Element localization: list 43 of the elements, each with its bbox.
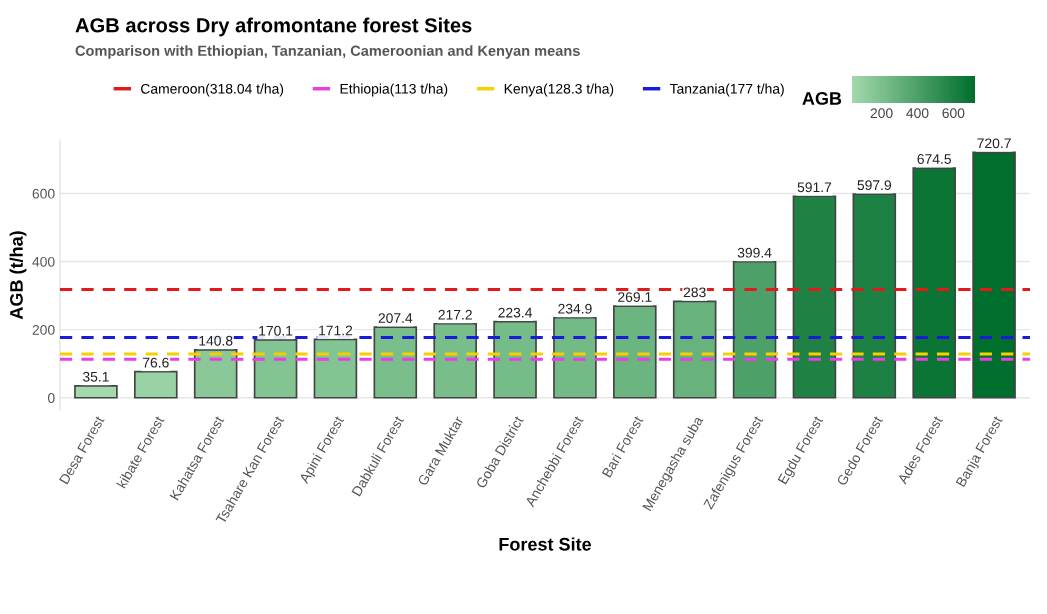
data-label: 399.4 xyxy=(737,247,772,258)
bar xyxy=(912,167,956,399)
data-label: 591.7 xyxy=(797,182,832,193)
color-bar-label: 400 xyxy=(906,108,929,119)
legend-label: Cameroon(318.04 t/ha) xyxy=(141,83,284,97)
data-label: 283 xyxy=(683,287,706,298)
y-tick-label: 200 xyxy=(32,324,55,335)
legend-label: Ethiopia(113 t/ha) xyxy=(340,83,448,97)
bar xyxy=(732,260,777,399)
y-tick-label: 600 xyxy=(32,188,55,199)
chart-subtitle: Comparison with Ethiopian, Tanzanian, Cameroonian and Kenyan means xyxy=(75,45,580,59)
data-label: 720.7 xyxy=(977,138,1011,149)
data-label: 223.4 xyxy=(498,307,533,318)
legend-label: Tanzania(177 t/ha) xyxy=(669,83,784,97)
data-label: 171.2 xyxy=(319,325,353,336)
bar xyxy=(74,384,118,399)
data-label: 207.4 xyxy=(378,313,413,323)
data-label: 597.9 xyxy=(857,180,892,191)
data-label: 76.6 xyxy=(143,357,169,368)
y-tick-label: 0 xyxy=(47,393,55,403)
data-label: 234.9 xyxy=(558,303,592,314)
bar xyxy=(972,151,1016,399)
bar xyxy=(373,326,418,399)
data-label: 269.1 xyxy=(618,292,652,302)
bar xyxy=(672,300,717,399)
data-label: 217.2 xyxy=(438,309,472,320)
bar xyxy=(852,193,897,399)
y-tick-label: 400 xyxy=(32,256,55,267)
data-label: 170.1 xyxy=(259,325,293,336)
chart-title: AGB across Dry afromontane forest Sites xyxy=(75,17,472,37)
data-label: 35.1 xyxy=(82,371,109,382)
color-bar-label: 200 xyxy=(870,108,893,119)
color-bar-title: AGB xyxy=(802,92,842,105)
bar xyxy=(553,316,597,399)
data-label: 140.8 xyxy=(199,335,233,346)
data-label: 674.5 xyxy=(917,154,951,164)
y-axis-title: AGB (t/ha) xyxy=(9,231,27,320)
bar xyxy=(613,305,657,399)
x-axis-title: Forest Site xyxy=(499,537,592,551)
bar xyxy=(433,322,477,399)
color-bar-label: 600 xyxy=(942,108,965,119)
legend-label: Kenya(128.3 t/ha) xyxy=(504,83,614,97)
bar xyxy=(493,320,537,399)
